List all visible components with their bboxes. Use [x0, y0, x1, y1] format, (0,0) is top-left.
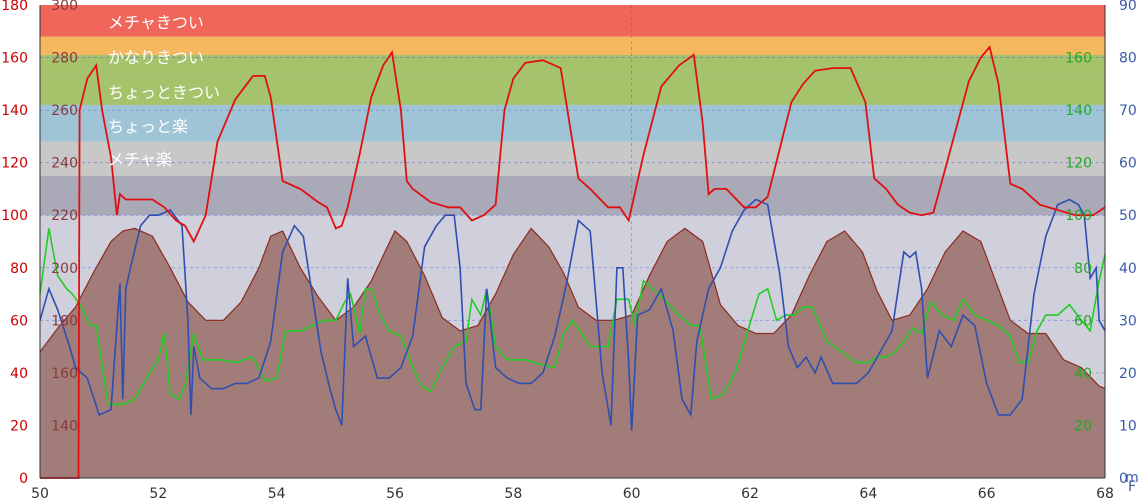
x-tick-label: 54	[268, 486, 286, 502]
left-inner-tick-label: 180	[51, 313, 78, 329]
elevation-series	[39, 227, 1106, 478]
left-outer-tick-label: 100	[1, 208, 28, 224]
right-inner-tick-label: 140	[1065, 103, 1092, 119]
x-tick-label: 66	[978, 486, 996, 502]
x-tick-label: 52	[149, 486, 167, 502]
left-inner-tick-label: 160	[51, 366, 78, 382]
zone-label-3: ちょっときつい	[108, 83, 220, 102]
right-outer-tick-label: 60	[1119, 156, 1137, 172]
x-tick-label: 58	[504, 486, 522, 502]
x-tick-label: 50	[31, 486, 49, 502]
zone-below-easy	[40, 175, 1105, 216]
left-inner-tick-label: 200	[51, 261, 78, 277]
right-inner-tick-label: 40	[1074, 366, 1092, 382]
right-outer-tick-label: 0	[1119, 471, 1128, 487]
heart-rate-series	[40, 45, 1106, 479]
left-inner-tick-label: 240	[51, 156, 78, 172]
x-tick-label: 56	[386, 486, 404, 502]
x-tick-label: 64	[859, 486, 877, 502]
right-outer-tick-label: 10	[1119, 418, 1137, 434]
left-outer-tick-label: 80	[10, 261, 28, 277]
power-series	[39, 228, 1106, 406]
left-outer-tick-label: 60	[10, 313, 28, 329]
right-outer-tick-label: 50	[1119, 208, 1137, 224]
cadence-line	[39, 198, 1106, 431]
left-outer-tick-label: 20	[10, 418, 28, 434]
cadence-series	[39, 198, 1106, 431]
power-line	[39, 228, 1106, 406]
left-outer-tick-label: 40	[10, 366, 28, 382]
zone-label-5: メチャ楽	[108, 150, 172, 169]
zone-band-2	[40, 36, 1105, 55]
left-inner-tick-label: 140	[51, 418, 78, 434]
right-outer-tick-label: 30	[1119, 313, 1137, 329]
right-outer-tick-label: 70	[1119, 103, 1137, 119]
elevation-line	[39, 227, 1106, 390]
right-inner-tick-label: 20	[1074, 418, 1092, 434]
right-inner-tick-label: 160	[1065, 51, 1092, 67]
zone-label-4: ちょっと楽	[108, 117, 188, 136]
right-inner-tick-label: 100	[1065, 208, 1092, 224]
left-outer-tick-label: 0	[19, 471, 28, 487]
right-outer-tick-label: 40	[1119, 261, 1137, 277]
right-inner-tick-label: 80	[1074, 261, 1092, 277]
right-inner-tick-label: 60	[1074, 313, 1092, 329]
elevation-area	[40, 228, 1105, 478]
zone-band-1	[40, 5, 1105, 37]
left-inner-tick-label: 300	[51, 0, 78, 14]
right-inner-tick-label: 120	[1065, 156, 1092, 172]
right-outer-tick-label: 20	[1119, 366, 1137, 382]
heart-rate-line	[40, 45, 1106, 479]
x-tick-label: 60	[623, 486, 641, 502]
zone-label-1: メチャきつい	[108, 13, 204, 32]
zone-band-3	[40, 73, 1105, 105]
left-outer-tick-label: 120	[1, 156, 28, 172]
x-tick-label: 68	[1096, 486, 1114, 502]
right-unit-label-part: m	[1125, 470, 1139, 486]
grid-lines	[40, 5, 1105, 478]
left-outer-tick-label: 160	[1, 51, 28, 67]
x-tick-label: 62	[741, 486, 759, 502]
left-outer-tick-label: 140	[1, 103, 28, 119]
right-outer-tick-label: 90	[1119, 0, 1137, 14]
zone-gap-band	[40, 104, 1105, 111]
zone-label-2: かなりきつい	[108, 48, 204, 67]
left-outer-tick-label: 180	[1, 0, 28, 14]
left-inner-tick-label: 280	[51, 51, 78, 67]
left-inner-tick-label: 260	[51, 103, 78, 119]
right-unit-label-part: F	[1128, 479, 1136, 495]
left-inner-tick-label: 220	[51, 208, 78, 224]
right-outer-tick-label: 80	[1119, 51, 1137, 67]
